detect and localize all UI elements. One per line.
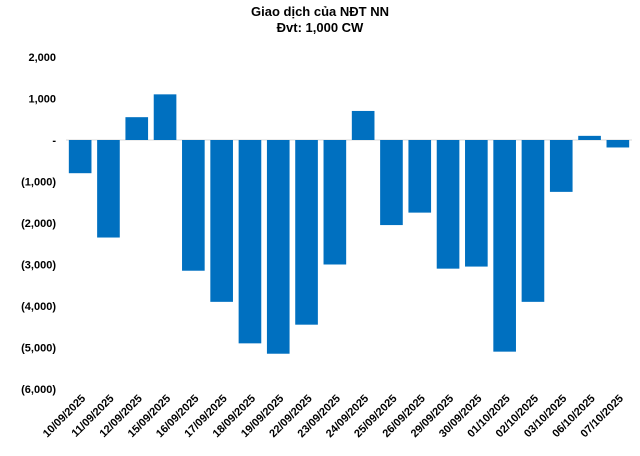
x-axis: 10/09/202511/09/202512/09/202515/09/2025…	[41, 393, 626, 440]
bar	[521, 140, 545, 302]
y-tick-label: (2,000)	[21, 218, 56, 230]
chart-title-block: Giao dịch của NĐT NN Đvt: 1,000 CW	[0, 4, 640, 36]
y-tick-label: (4,000)	[21, 301, 56, 313]
bar	[606, 140, 630, 148]
y-tick-label: (3,000)	[21, 260, 56, 272]
bar	[578, 135, 601, 140]
y-tick-label: 1,000	[28, 94, 56, 106]
bar	[323, 140, 347, 265]
bar	[380, 140, 403, 226]
bar	[295, 140, 318, 325]
bar	[436, 140, 460, 269]
y-tick-label: (6,000)	[21, 384, 56, 396]
bar	[182, 140, 205, 271]
chart-title: Giao dịch của NĐT NN	[251, 4, 389, 19]
bar	[408, 140, 432, 213]
y-tick-label: (5,000)	[21, 343, 56, 355]
bar	[266, 140, 290, 354]
y-tick-label: (1,000)	[21, 177, 56, 189]
bar	[153, 94, 177, 140]
bar	[351, 110, 375, 140]
bar	[465, 140, 488, 267]
bar	[68, 140, 92, 174]
bar	[238, 140, 262, 344]
y-axis: 2,000 1,000 - (1,000) (2,000) (3,000) (4,000) (…	[21, 52, 632, 396]
bar	[493, 140, 516, 352]
y-tick-label: 2,000	[28, 52, 56, 64]
y-tick-label: -	[52, 135, 56, 147]
chart-subtitle: Đvt: 1,000 CW	[276, 20, 364, 35]
bar	[210, 140, 233, 302]
bar	[125, 117, 149, 140]
bar	[97, 140, 120, 238]
bars	[68, 94, 630, 354]
bar	[549, 140, 573, 192]
